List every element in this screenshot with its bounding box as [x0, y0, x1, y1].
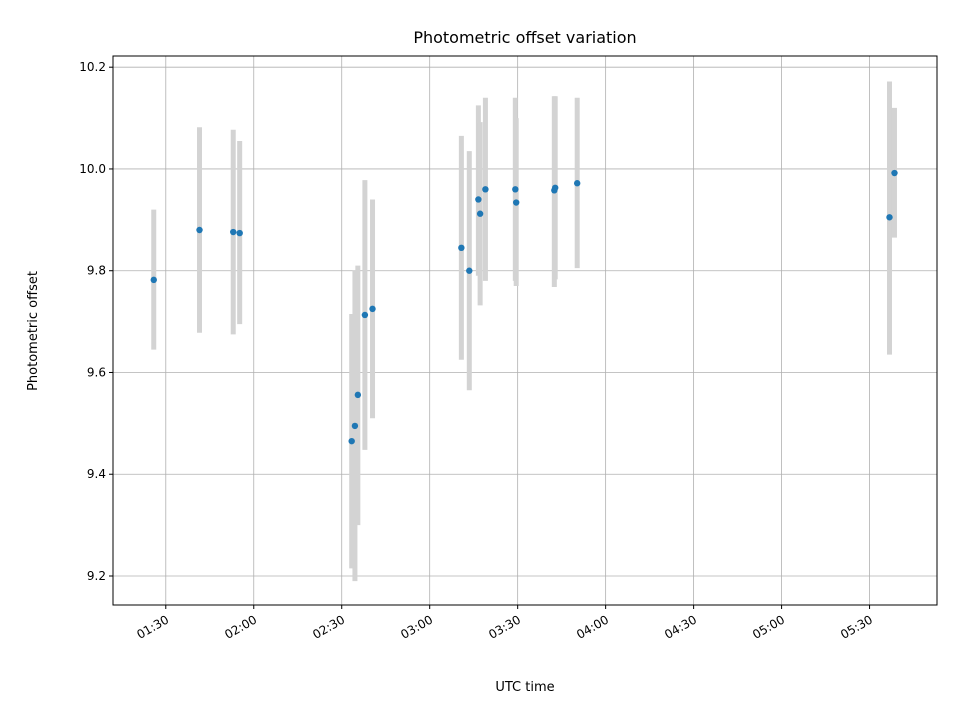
y-tick-label: 9.4 [87, 467, 106, 481]
y-tick-label: 9.6 [87, 365, 106, 379]
y-tick-label: 9.2 [87, 569, 106, 583]
x-axis-label: UTC time [495, 680, 554, 695]
data-point [230, 228, 237, 236]
axes-frame [112, 55, 938, 606]
data-point [512, 186, 519, 193]
data-point [348, 437, 355, 445]
data-point [150, 276, 157, 284]
y-tick-label: 9.8 [87, 264, 106, 278]
data-points [150, 169, 898, 445]
data-point [351, 422, 359, 430]
data-point [891, 169, 898, 177]
data-point [552, 184, 559, 191]
y-axis-label: Photometric offset [26, 271, 41, 391]
data-point [196, 226, 203, 234]
data-point [475, 196, 482, 203]
data-point [361, 311, 369, 319]
data-point [458, 244, 465, 252]
chart-title: Photometric offset variation [413, 28, 636, 47]
data-point [354, 391, 362, 399]
y-tick-label: 10.2 [79, 60, 106, 74]
data-point [482, 186, 489, 193]
y-tick-label: 10.0 [79, 162, 106, 176]
data-point [236, 229, 243, 237]
grid-lines [113, 56, 937, 605]
data-point [369, 305, 376, 313]
y-axis-ticks: 9.2 9.4 9.6 9.8 10.0 10.2 [79, 60, 113, 583]
data-point [886, 214, 893, 221]
data-point [476, 210, 484, 217]
data-point [466, 267, 473, 274]
data-point [513, 199, 520, 206]
data-point [573, 180, 581, 187]
